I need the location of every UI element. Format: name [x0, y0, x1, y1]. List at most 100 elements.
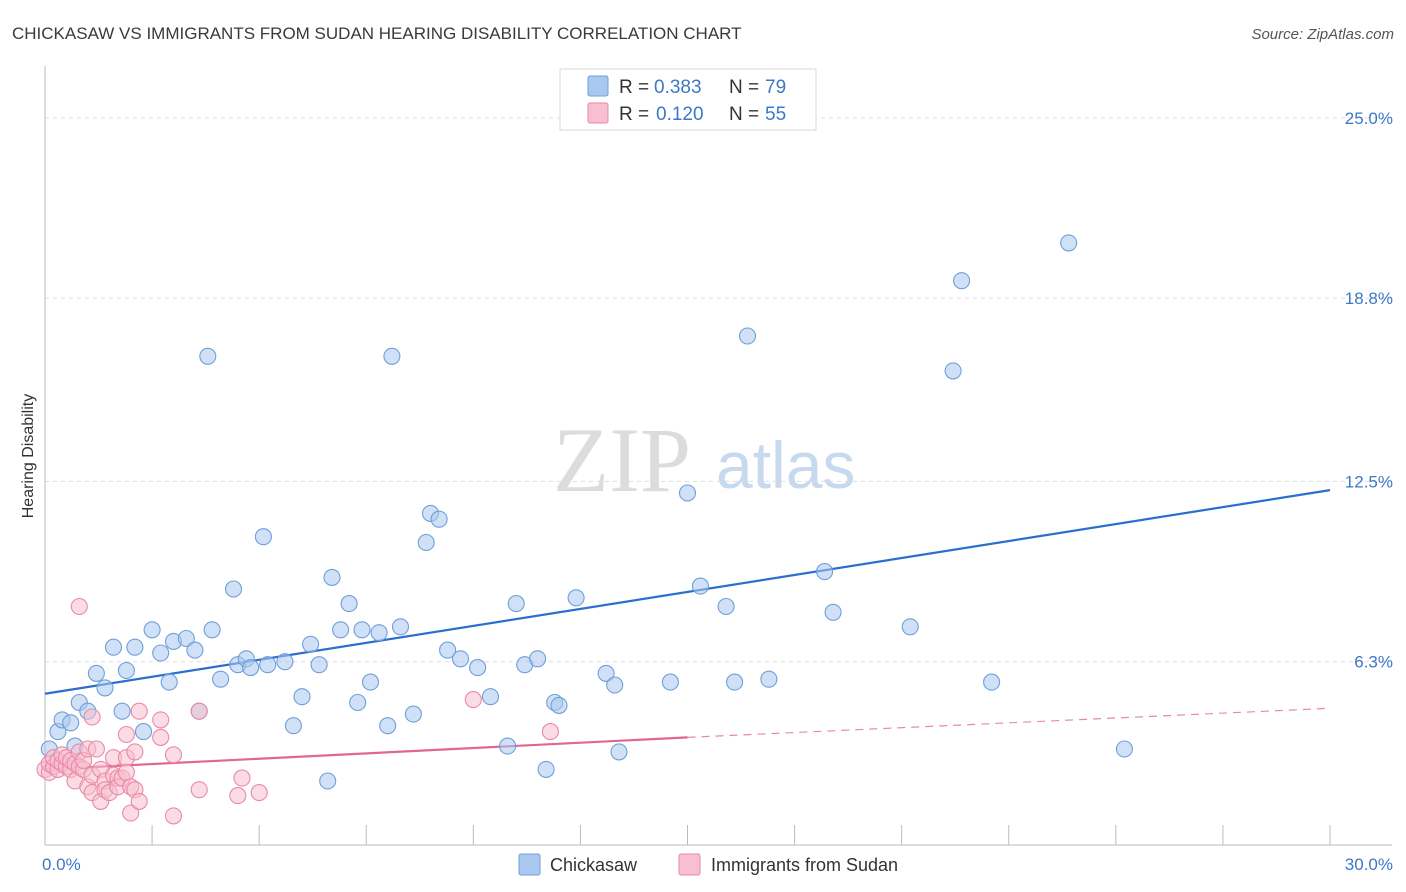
data-point [507, 595, 525, 613]
data-point [190, 781, 208, 799]
data-point [944, 362, 962, 380]
data-point [143, 621, 161, 639]
data-point [199, 347, 217, 365]
y-tick-label: 6.3% [1354, 653, 1393, 672]
data-point [224, 580, 243, 598]
data-point [164, 807, 183, 825]
data-point [738, 327, 757, 345]
data-point [691, 577, 709, 595]
x-tick-labels: 0.0% 30.0% [42, 855, 1393, 874]
data-point [212, 670, 230, 688]
data-point [233, 769, 251, 787]
trend-line-extension-sudan [687, 707, 1331, 738]
data-point [361, 673, 380, 691]
legend-swatch-sudan [587, 102, 609, 124]
y-tick-label: 25.0% [1345, 109, 1393, 128]
data-point [353, 621, 371, 639]
chart-source: Source: ZipAtlas.com [1251, 26, 1394, 43]
bottom-legend-swatch-sudan [678, 853, 701, 876]
data-point [96, 679, 114, 697]
watermark-atlas: atlas [716, 428, 855, 502]
data-point [451, 650, 470, 668]
data-point [126, 638, 144, 656]
data-point [87, 664, 105, 682]
data-point [254, 528, 272, 546]
data-point [901, 618, 919, 636]
series-chickasaw-points [40, 234, 1133, 790]
data-point [550, 696, 568, 714]
legend-entry-chickasaw: R = 0.383 N = 79 [587, 75, 786, 98]
y-tick-label: 12.5% [1345, 472, 1393, 491]
data-point [439, 641, 457, 659]
grid-layer [45, 117, 1392, 663]
legend-n-value: 55 [765, 104, 786, 125]
data-point [383, 347, 401, 365]
bottom-legend-label-chickasaw: Chickasaw [550, 855, 638, 875]
data-point [760, 670, 778, 688]
data-point [661, 673, 679, 691]
data-point [529, 650, 547, 668]
data-point [242, 659, 260, 677]
legend-r-value: 0.383 [654, 77, 702, 98]
data-point [1115, 740, 1133, 758]
data-point [190, 702, 208, 720]
data-point [302, 635, 320, 653]
data-point [430, 510, 448, 528]
trend-line-chickasaw [44, 489, 1331, 695]
data-point [130, 702, 148, 720]
legend-r-label: R = [619, 77, 649, 98]
data-point [319, 772, 337, 790]
data-point [186, 641, 204, 659]
data-point [391, 618, 410, 636]
chart-title: CHICKASAW VS IMMIGRANTS FROM SUDAN HEARI… [12, 24, 742, 43]
data-point [87, 740, 105, 758]
data-point [259, 656, 277, 674]
data-point [310, 656, 328, 674]
data-point [104, 638, 123, 656]
trend-line-sudan [44, 736, 688, 771]
data-point [130, 792, 148, 810]
data-point [606, 676, 624, 694]
data-point [83, 708, 101, 726]
data-point [567, 589, 585, 607]
watermark: ZIP atlas [553, 409, 855, 511]
data-point [481, 688, 500, 706]
data-point [117, 763, 135, 781]
data-point [117, 661, 135, 680]
legend-n-label: N = [729, 77, 759, 98]
data-point [824, 603, 842, 621]
data-point [541, 723, 559, 741]
data-point [349, 693, 367, 712]
points-layer [36, 234, 1133, 825]
legend-n-label: N = [729, 104, 759, 125]
watermark-zip: ZIP [553, 409, 691, 511]
data-point [417, 533, 435, 552]
data-point [499, 737, 517, 755]
trend-layer [44, 489, 1331, 771]
data-point [70, 597, 88, 616]
data-point [160, 673, 178, 691]
data-point [152, 644, 170, 662]
data-point [113, 702, 131, 720]
data-point [62, 714, 80, 732]
top-legend: R = 0.383 N = 79 R = 0.120 N = 55 [559, 68, 817, 131]
data-point [164, 746, 183, 764]
bottom-legend-label-sudan: Immigrants from Sudan [711, 855, 898, 875]
x-tick-label: 30.0% [1345, 855, 1393, 874]
data-point [177, 629, 195, 648]
data-point [332, 621, 350, 639]
legend-r-value: 0.120 [656, 104, 704, 125]
series-sudan-points [36, 597, 559, 825]
data-point [726, 673, 744, 691]
legend-n-value: 79 [765, 77, 786, 98]
bottom-legend-swatch-chickasaw [518, 853, 541, 876]
legend-swatch-chickasaw [587, 75, 609, 97]
data-point [229, 787, 247, 805]
data-point [122, 804, 140, 822]
data-point [293, 688, 311, 706]
data-point [610, 743, 628, 761]
data-point [276, 653, 294, 671]
y-tick-label: 18.8% [1345, 289, 1393, 308]
